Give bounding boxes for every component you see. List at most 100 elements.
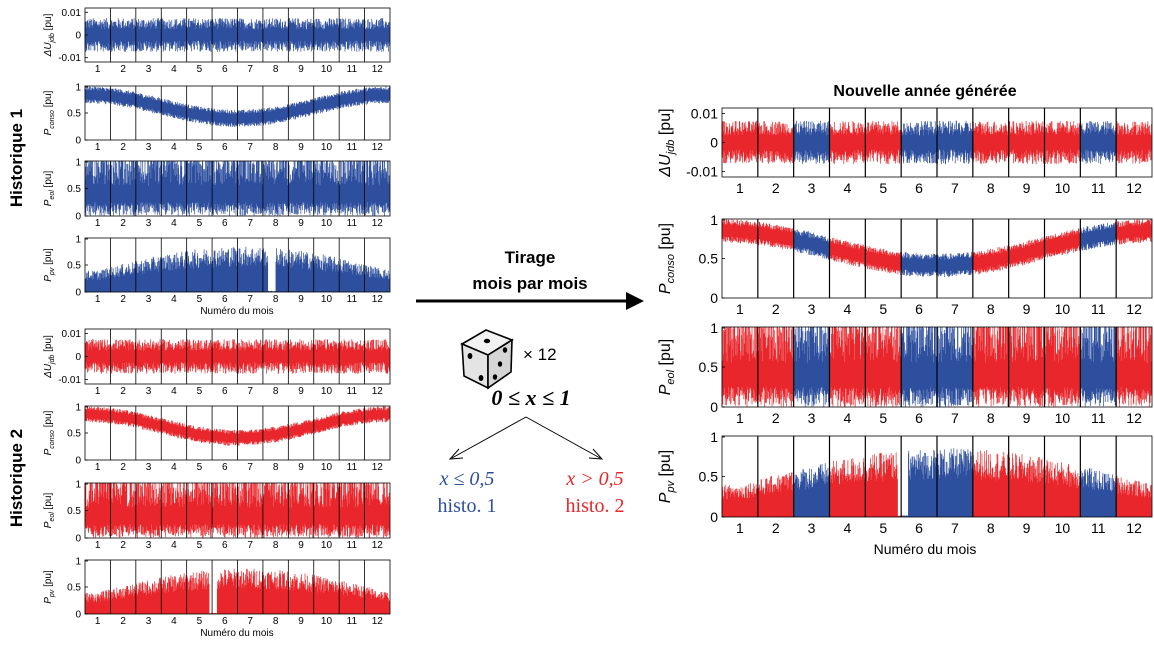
month-tick-label: 6 [915,180,923,196]
month-tick-label: 8 [273,218,279,229]
month-tick-label: 3 [146,386,152,397]
month-tick-label: 7 [247,218,253,229]
month-tick-label: 3 [808,301,816,317]
y-tick-label: 0.5 [699,468,719,484]
month-tick-label: 11 [347,462,358,473]
month-tick-label: 11 [347,64,358,75]
left-hist2-month-axis-label: Numéro du mois [200,628,273,639]
month-tick-label: 1 [736,301,744,317]
month-tick-label: 3 [808,410,816,426]
month-tick-label: 4 [844,180,852,196]
month-tick-label: 4 [171,462,177,473]
month-tick-label: 8 [987,410,995,426]
month-tick-label: 5 [197,142,203,153]
month-tick-label: 4 [171,616,177,627]
historique-2-label: Historique 2 [7,429,26,527]
branch-right-line [525,416,601,459]
month-tick-label: 2 [120,294,126,305]
y-tick-label: 0 [710,290,718,306]
y-tick-label: 0 [75,456,81,467]
month-tick-label: 3 [146,142,152,153]
month-tick-label: 3 [146,218,152,229]
y-tick-label: 0.5 [699,359,719,375]
month-tick-label: 11 [1091,180,1106,196]
month-tick-label: 10 [321,294,333,305]
month-tick-label: 9 [1023,520,1031,536]
month-tick-label: 1 [95,386,101,397]
branch-right-arrowhead [588,448,604,460]
month-tick-label: 7 [247,540,253,551]
dice-count-label: × 12 [523,345,557,364]
month-tick-label: 8 [273,142,279,153]
branch-left-line [451,416,527,459]
month-tick-label: 9 [298,540,304,551]
month-tick-label: 9 [298,616,304,627]
month-tick-label: 6 [222,386,228,397]
y-tick-label: -0.01 [58,375,81,386]
month-tick-label: 12 [1126,410,1142,426]
month-tick-label: 1 [95,142,101,153]
branch-left-label: histo. 1 [438,495,497,517]
month-tick-label: 3 [146,462,152,473]
month-tick-label: 5 [879,520,887,536]
month-tick-label: 4 [171,540,177,551]
y-tick-label: 0.5 [67,109,81,120]
month-tick-label: 10 [1055,410,1071,426]
month-tick-label: 7 [247,386,253,397]
y-tick-label: 1 [75,480,81,491]
month-tick-label: 3 [146,616,152,627]
month-tick-label: 8 [987,301,995,317]
month-tick-label: 3 [146,64,152,75]
y-axis-label-du: ΔUjdb [pu] [657,108,677,177]
month-tick-label: 3 [146,540,152,551]
month-tick-label: 2 [120,218,126,229]
month-tick-label: 3 [146,294,152,305]
month-tick-label: 2 [120,386,126,397]
y-tick-label: 0.01 [62,8,82,19]
y-tick-label: 0 [75,136,81,147]
month-tick-label: 12 [372,294,384,305]
month-tick-label: 12 [372,616,384,627]
y-tick-label: 0.01 [691,105,718,121]
month-tick-label: 4 [171,142,177,153]
month-tick-label: 11 [347,616,358,627]
y-axis-label-pv: Ppv [pu] [43,570,56,604]
month-tick-label: 12 [372,64,384,75]
y-tick-label: 0 [75,534,81,545]
y-tick-label: 0.5 [67,184,81,195]
month-tick-label: 4 [171,386,177,397]
month-tick-label: 12 [1126,180,1142,196]
month-tick-label: 4 [171,64,177,75]
y-tick-label: 0 [710,399,718,415]
month-tick-label: 7 [247,142,253,153]
month-tick-label: 9 [1023,410,1031,426]
month-tick-label: 9 [298,142,304,153]
month-tick-label: 5 [197,218,203,229]
tirage-arrow-head [626,292,644,310]
month-tick-label: 8 [987,180,995,196]
branch-right-condition: x > 0,5 [565,468,623,490]
month-tick-label: 8 [273,462,279,473]
y-tick-label: 0.5 [67,261,81,272]
y-tick-label: 0 [75,31,81,42]
month-tick-label: 7 [247,64,253,75]
right-title: Nouvelle année générée [833,83,1016,100]
branch-right-label: histo. 2 [566,495,625,517]
month-tick-label: 7 [247,616,253,627]
month-tick-label: 8 [273,616,279,627]
month-tick-label: 10 [321,462,333,473]
month-tick-label: 11 [347,386,358,397]
y-tick-label: 1 [710,320,718,336]
month-tick-label: 12 [372,462,384,473]
month-tick-label: 1 [95,218,101,229]
month-tick-label: 9 [298,462,304,473]
month-tick-label: 6 [222,616,228,627]
